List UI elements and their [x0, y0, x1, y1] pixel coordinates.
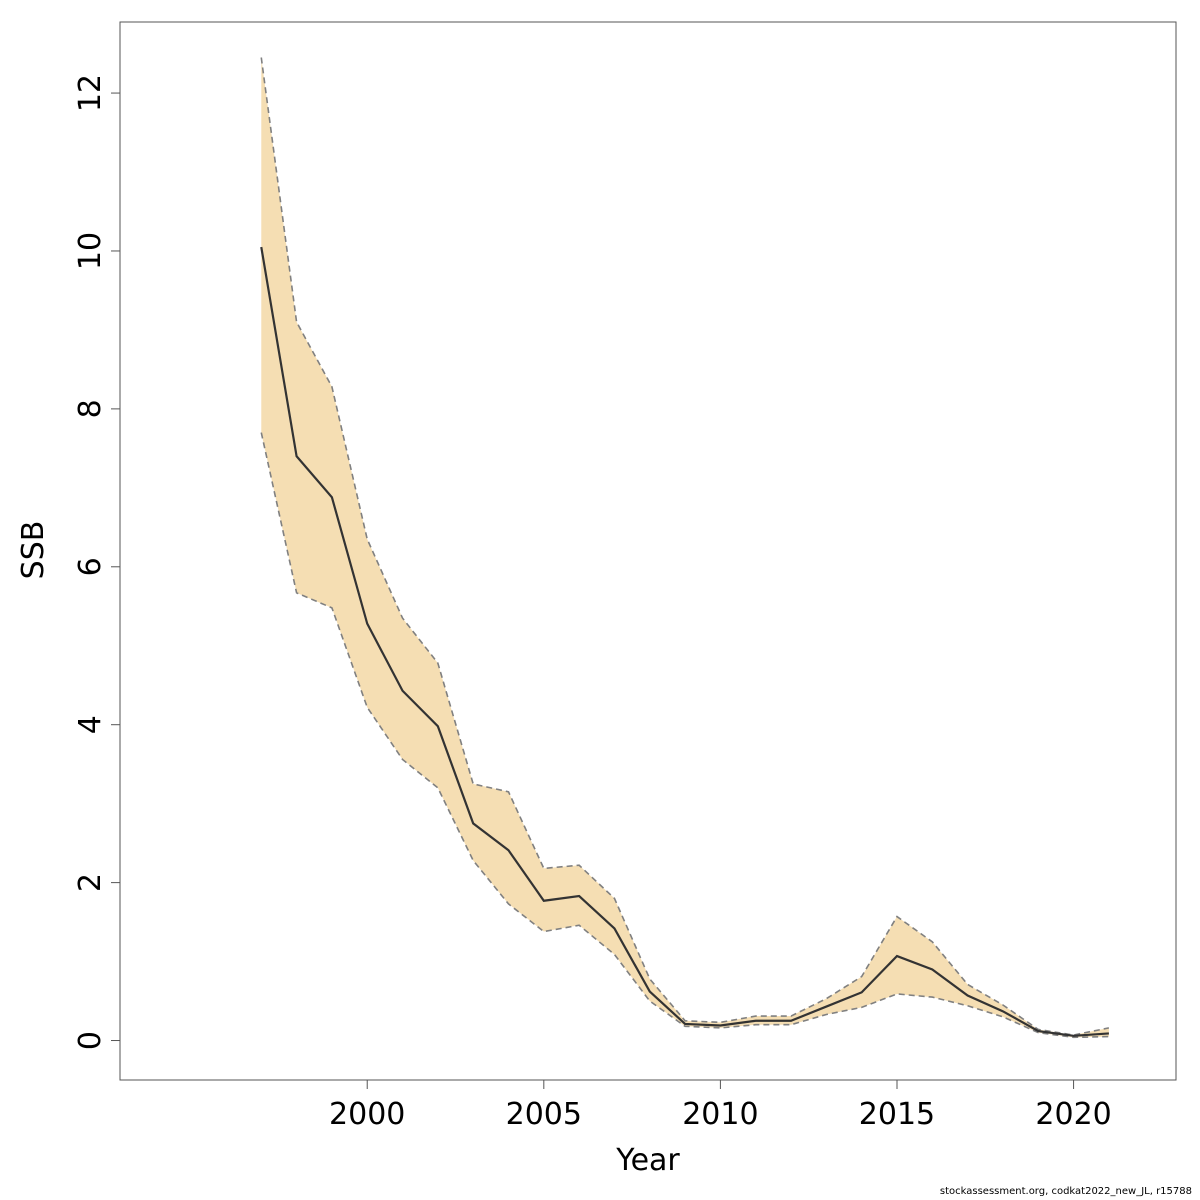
y-tick-label: 2	[73, 873, 108, 892]
x-axis: 2000 2005 2010 2015 2020	[329, 1080, 1112, 1132]
source-footnote: stockassessment.org, codkat2022_new_JL, …	[939, 1186, 1192, 1197]
y-tick-label: 8	[73, 399, 108, 418]
x-tick-label: 2005	[506, 1097, 582, 1132]
plot-frame	[119, 21, 1177, 1081]
confidence-band	[261, 57, 1109, 1038]
ssb-estimate-line	[260, 246, 1109, 1037]
x-tick-label: 2010	[682, 1097, 758, 1132]
x-axis-title: Year	[615, 1143, 680, 1178]
y-axis-title: SSB	[16, 521, 51, 580]
lower-bound-line	[260, 432, 1109, 1039]
y-tick-label: 4	[73, 715, 108, 734]
y-axis: 0 2 4 6 8 10 12	[73, 74, 120, 1050]
x-tick-label: 2000	[329, 1097, 405, 1132]
y-tick-label: 10	[73, 232, 108, 270]
upper-bound-line	[260, 57, 1110, 1036]
y-tick-label: 0	[73, 1031, 108, 1050]
plot-area	[119, 21, 1177, 1081]
y-tick-label: 12	[73, 74, 108, 112]
y-tick-label: 6	[73, 557, 108, 576]
x-tick-label: 2020	[1035, 1097, 1111, 1132]
x-tick-label: 2015	[859, 1097, 935, 1132]
